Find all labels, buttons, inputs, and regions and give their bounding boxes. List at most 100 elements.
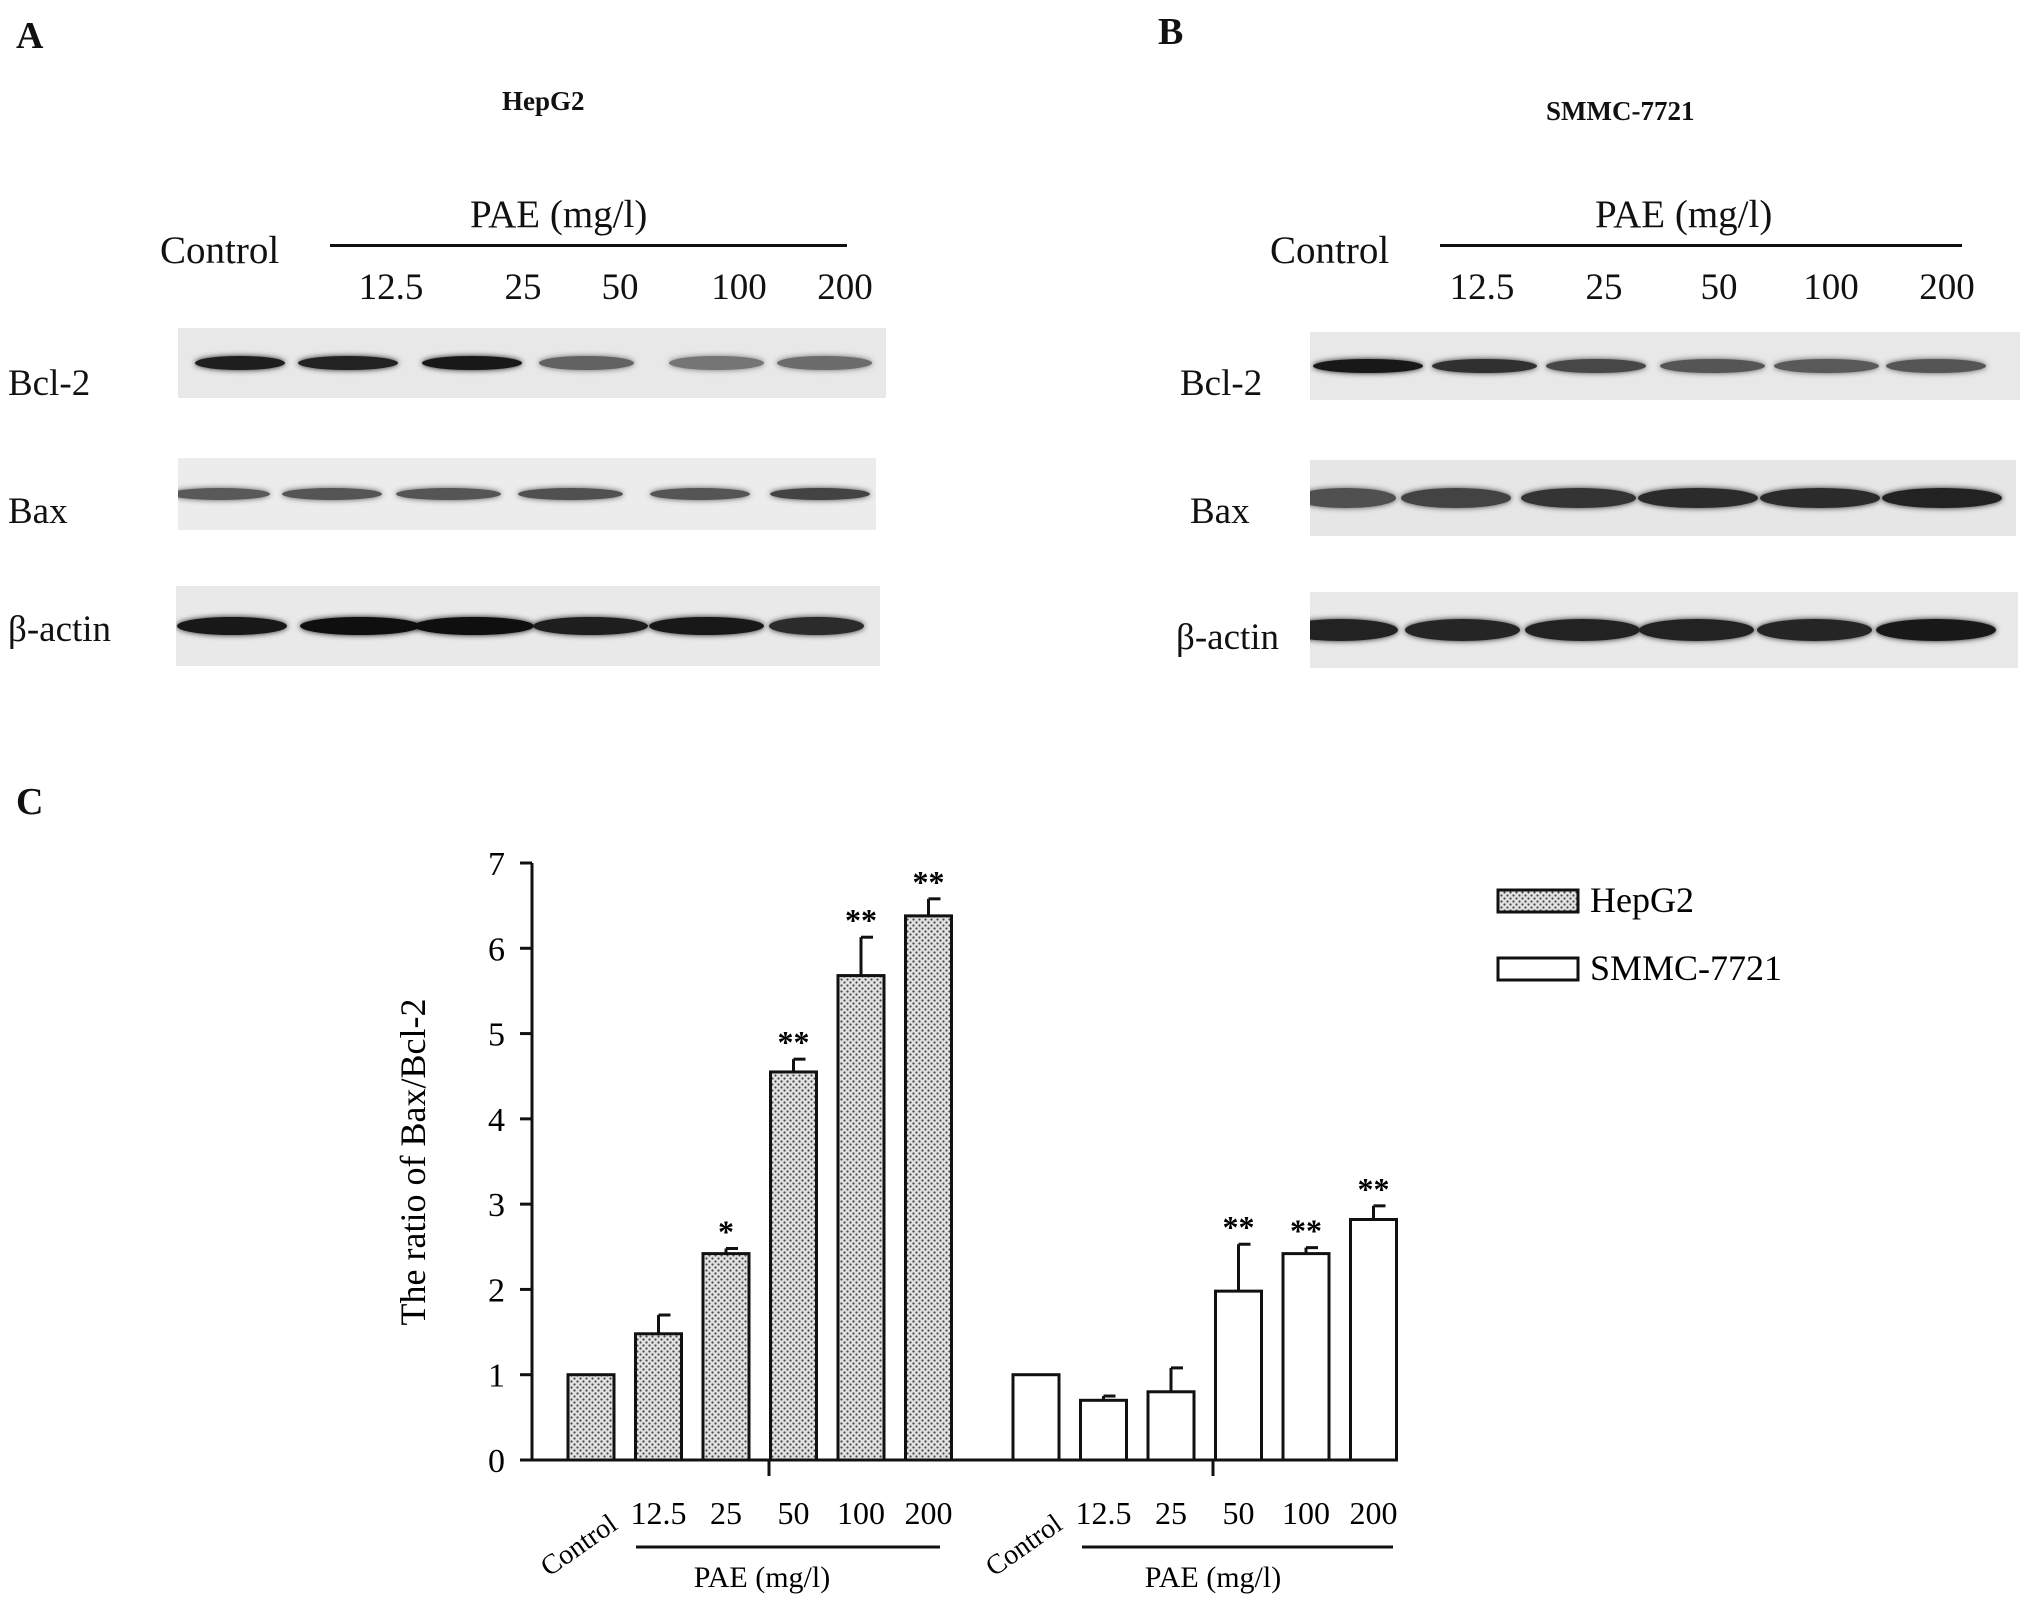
significance-marker: ** [845,902,877,938]
blot-band [776,356,872,370]
blot-strip-beta-actin [176,586,880,666]
panel-b-row-label: Bax [1190,491,1250,532]
panel-c-letter: C [16,781,44,823]
blot-band [538,356,634,370]
blot-band [648,617,764,635]
panel-b-row-label: β-actin [1176,617,1280,658]
blot-strip-bcl2 [1310,332,2020,400]
group-label-smmc: PAE (mg/l) [1145,1561,1281,1594]
blot-band [298,356,398,370]
blot-band [1310,488,1396,508]
blot-band [1431,359,1537,373]
y-axis-label: The ratio of Bax/Bcl-2 [393,999,433,1326]
bar [904,914,953,1462]
bar [1079,1398,1128,1462]
blot-band [282,488,382,500]
legend-label-hepg2: HepG2 [1590,880,1694,920]
blot-band [532,617,648,635]
blot-band [195,356,285,370]
panel-a-letter: A [16,15,44,57]
x-tick-label: 25 [710,1495,742,1531]
panel-b-control-label: Control [1270,229,1390,272]
legend-swatch-smmc [1496,956,1580,982]
panel-b-treatment-label: PAE (mg/l) [1595,193,1773,236]
x-tick-label: 50 [778,1495,810,1531]
x-tick-label: 50 [1223,1495,1255,1531]
significance-marker: * [718,1213,734,1249]
bar [1146,1390,1196,1462]
x-tick-label: 12.5 [631,1495,687,1531]
x-tick-label: 200 [1350,1495,1398,1531]
significance-marker: ** [1290,1213,1322,1249]
significance-marker: ** [1358,1171,1390,1207]
y-tick-label: 7 [488,846,505,883]
y-tick-label: 2 [488,1272,505,1309]
blot-band [1524,619,1640,641]
x-tick-label: 200 [905,1495,953,1531]
panel-b-conc-label: 12.5 [1449,267,1515,308]
blot-band [1638,619,1754,641]
bar [634,1332,683,1462]
blot-band [178,488,270,500]
blot-strip-bax [178,458,876,530]
bar [769,1070,818,1462]
bar [701,1252,751,1462]
legend: HepG2 SMMC-7721 [1496,880,1782,988]
panel-a-treatment-bracket [330,244,847,247]
panel-b-letter: B [1158,11,1184,53]
x-tick-label: 12.5 [1076,1495,1132,1531]
blot-band [1310,619,1398,641]
blot-band [1882,488,2002,508]
y-tick-label: 4 [488,1102,505,1139]
y-tick-label: 0 [488,1443,505,1480]
blot-band [414,617,534,635]
panel-a-row-label: Bax [8,491,68,532]
panel-b-row-label: Bcl-2 [1180,363,1263,404]
panel-b-conc-label: 200 [1919,267,1975,308]
x-tick-label: 100 [837,1495,885,1531]
blot-band [1886,359,1986,373]
panel-a-treatment-label: PAE (mg/l) [470,193,648,236]
panel-a-conc-label: 25 [504,267,542,308]
blot-band [1773,359,1879,373]
blot-band [768,617,864,635]
panel-a-title: HepG2 [502,86,585,116]
bar [1281,1252,1331,1462]
blot-band [517,488,623,500]
blot-band [395,488,501,500]
x-tick-label: Control [535,1508,623,1583]
panel-a-conc-label: 200 [817,267,873,308]
blot-band [650,488,750,500]
x-tick-label: Control [980,1508,1068,1583]
panel-a-row-label: β-actin [8,609,112,650]
y-tick-label: 6 [488,931,505,968]
blot-band [177,617,287,635]
bar [1214,1289,1263,1462]
blot-band [1756,619,1872,641]
bar [1011,1373,1061,1462]
panel-b-conc-label: 100 [1803,267,1859,308]
significance-marker: ** [778,1024,810,1060]
x-tick-label: 25 [1155,1495,1187,1531]
significance-marker: ** [913,864,945,900]
bar [836,974,886,1462]
x-tick-label: 100 [1282,1495,1330,1531]
group-label-hepg2: PAE (mg/l) [694,1561,830,1594]
y-tick-label: 1 [488,1358,505,1395]
blot-band [1401,488,1511,508]
bar [566,1373,616,1462]
panel-a-conc-label: 100 [711,267,767,308]
blot-band [422,356,522,370]
blot-band [1638,488,1758,508]
blot-band [1760,488,1880,508]
significance-marker: ** [1223,1209,1255,1245]
blot-band [1313,359,1423,373]
blot-band [1546,359,1646,373]
blot-strip-beta-actin [1310,592,2018,668]
panel-b-conc-label: 50 [1700,267,1738,308]
panel-b-treatment-bracket [1440,244,1962,247]
panel-a-conc-label: 50 [601,267,639,308]
blot-band [1876,619,1996,641]
panel-a-conc-label: 12.5 [358,267,424,308]
